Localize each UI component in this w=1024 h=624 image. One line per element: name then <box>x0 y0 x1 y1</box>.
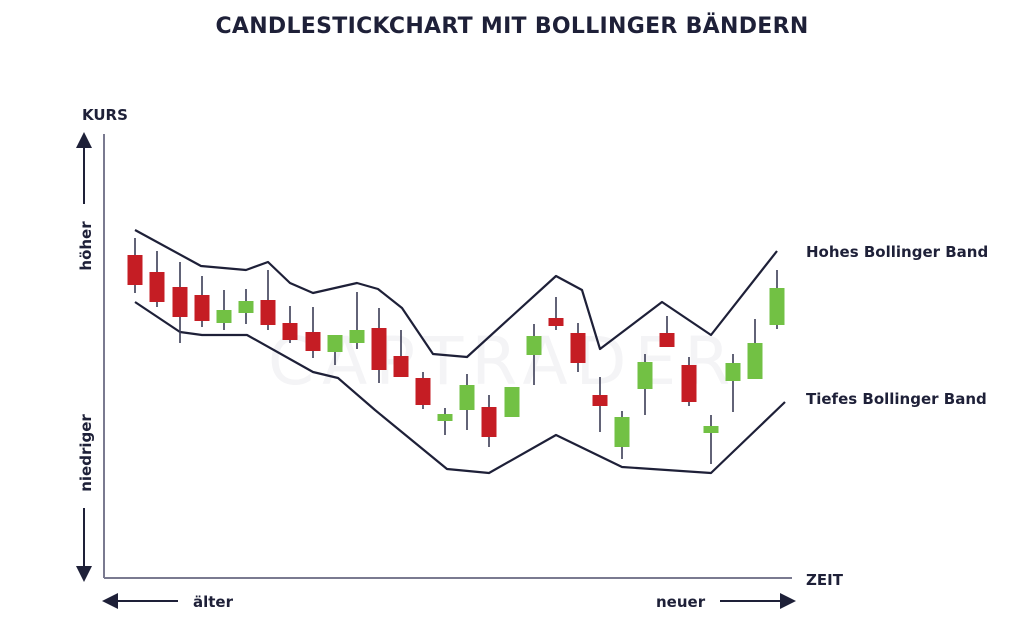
bearish-candle-body <box>194 295 210 321</box>
bearish-candle-body <box>393 356 409 377</box>
upper-bollinger-band <box>134 229 778 359</box>
x-old-label: älter <box>193 593 234 611</box>
candle <box>127 238 143 293</box>
bullish-candle-body <box>459 385 475 410</box>
candle <box>305 307 321 358</box>
bullish-candle-body <box>769 288 785 325</box>
bullish-candle-body <box>614 417 630 447</box>
watermark: CAPTRADER <box>268 323 738 400</box>
candle <box>637 354 653 415</box>
bearish-candle-body <box>681 365 697 402</box>
candle <box>592 377 608 432</box>
bearish-candle-body <box>481 407 497 437</box>
candle <box>349 292 365 349</box>
candle <box>570 323 586 372</box>
y-axis-title: KURS <box>82 106 128 124</box>
bearish-candle-body <box>149 272 165 302</box>
candle <box>238 289 254 324</box>
candle <box>769 270 785 329</box>
candle <box>747 319 763 379</box>
bearish-candle-body <box>659 333 675 347</box>
lower-band-label: Tiefes Bollinger Band <box>806 390 987 408</box>
candle <box>149 251 165 307</box>
candle <box>548 297 564 330</box>
upper-band-label: Hohes Bollinger Band <box>806 243 988 261</box>
candle <box>327 335 343 365</box>
bullish-candle-body <box>703 426 719 433</box>
lower-bollinger-band <box>134 301 786 475</box>
bearish-candle-body <box>172 287 188 317</box>
bearish-candle-body <box>592 395 608 406</box>
candle <box>437 408 453 435</box>
bullish-candle-body <box>725 363 741 381</box>
bullish-candle-body <box>238 301 254 313</box>
candle <box>371 308 387 383</box>
bullish-candle-body <box>504 387 520 417</box>
bearish-candle-body <box>305 332 321 351</box>
bearish-candle-body <box>260 300 276 325</box>
bearish-candle-body <box>127 255 143 285</box>
candle <box>614 411 630 459</box>
candle <box>659 316 675 347</box>
bullish-candle-body <box>349 330 365 343</box>
candle <box>282 306 298 343</box>
bullish-candle-body <box>637 362 653 389</box>
bearish-candle-body <box>282 323 298 340</box>
bearish-candle-body <box>415 378 431 405</box>
candle <box>526 324 542 385</box>
y-high-label: höher <box>77 221 95 271</box>
candle <box>216 290 232 330</box>
bullish-candle-body <box>526 336 542 355</box>
candle <box>260 270 276 330</box>
chart-title: CANDLESTICKCHART MIT BOLLINGER BÄNDERN <box>215 14 809 39</box>
candle <box>481 395 497 447</box>
bearish-candle-body <box>548 318 564 326</box>
bullish-candle-body <box>327 335 343 352</box>
x-axis-title: ZEIT <box>806 571 844 589</box>
bearish-candle-body <box>371 328 387 370</box>
candle <box>459 374 475 430</box>
y-low-label: niedriger <box>77 414 95 492</box>
bullish-candle-body <box>216 310 232 323</box>
candle <box>703 415 719 464</box>
bearish-candle-body <box>570 333 586 363</box>
candle <box>194 276 210 327</box>
candle <box>681 357 697 406</box>
candle <box>725 354 741 412</box>
bullish-candle-body <box>747 343 763 379</box>
candle <box>172 262 188 343</box>
candle <box>504 387 520 417</box>
bullish-candle-body <box>437 414 453 421</box>
candles-group <box>127 238 785 464</box>
x-new-label: neuer <box>656 593 706 611</box>
candle <box>415 372 431 409</box>
candle <box>393 330 409 377</box>
